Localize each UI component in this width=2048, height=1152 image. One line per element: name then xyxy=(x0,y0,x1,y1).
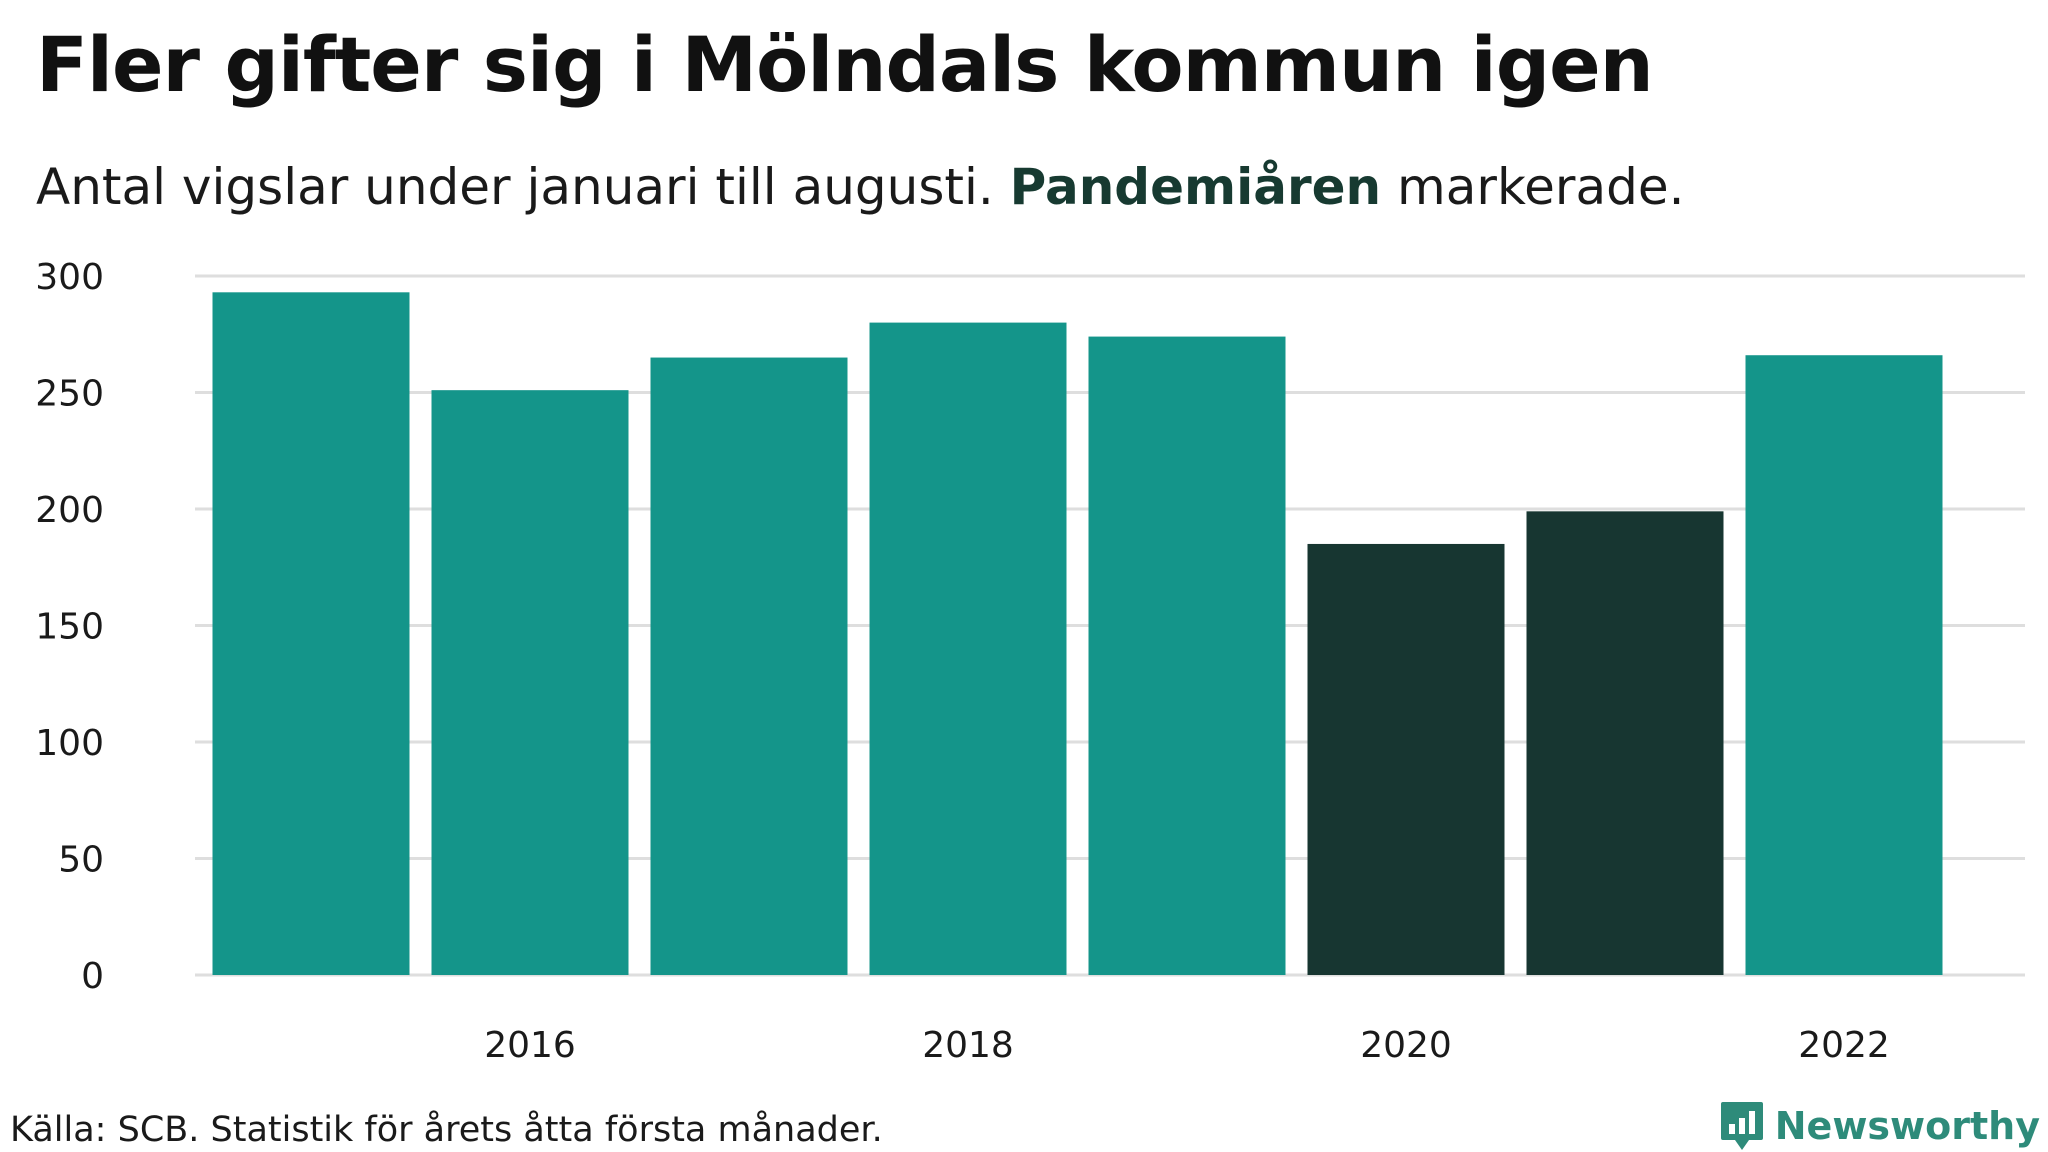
subtitle-text: Antal vigslar under januari till augusti… xyxy=(36,158,1010,216)
bar-2019 xyxy=(1088,336,1286,976)
newsworthy-logo-icon xyxy=(1720,1102,1763,1150)
x-axis-labels: 2016 2018 2020 2022 xyxy=(484,1025,1890,1066)
bar-2021 xyxy=(1526,511,1724,975)
bar-2017 xyxy=(650,357,848,975)
brand-name: Newsworthy xyxy=(1774,1104,2040,1148)
bars xyxy=(212,292,1943,976)
x-tick-label: 2018 xyxy=(922,1025,1014,1066)
x-tick-label: 2020 xyxy=(1360,1025,1452,1066)
bar-2015 xyxy=(212,292,410,975)
y-tick-label: 50 xyxy=(58,840,104,881)
bar-2016 xyxy=(431,390,629,975)
y-tick-label: 200 xyxy=(35,490,104,531)
x-tick-label: 2022 xyxy=(1798,1025,1890,1066)
y-tick-label: 150 xyxy=(35,607,104,648)
y-tick-label: 100 xyxy=(35,723,104,764)
source-note: Källa: SCB. Statistik för årets åtta för… xyxy=(10,1110,883,1150)
newsworthy-logo: Newsworthy xyxy=(1719,1100,2040,1152)
subtitle-suffix: markerade. xyxy=(1381,158,1685,216)
subtitle-highlight: Pandemiåren xyxy=(1009,158,1382,216)
bar-2020 xyxy=(1307,543,1505,975)
chart-title: Fler gifter sig i Mölndals kommun igen xyxy=(36,20,1654,109)
y-tick-label: 300 xyxy=(35,257,104,298)
y-tick-label: 0 xyxy=(81,956,104,997)
bar-chart: 0 50 100 150 200 250 300 2016 2018 2020 2022 xyxy=(35,257,2025,1066)
chart-subtitle: Antal vigslar under januari till augusti… xyxy=(36,158,1684,216)
y-axis-labels: 0 50 100 150 200 250 300 xyxy=(35,257,104,997)
bar-2022 xyxy=(1745,355,1943,976)
x-tick-label: 2016 xyxy=(484,1025,576,1066)
y-tick-label: 250 xyxy=(35,374,104,415)
bar-2018 xyxy=(869,322,1067,976)
